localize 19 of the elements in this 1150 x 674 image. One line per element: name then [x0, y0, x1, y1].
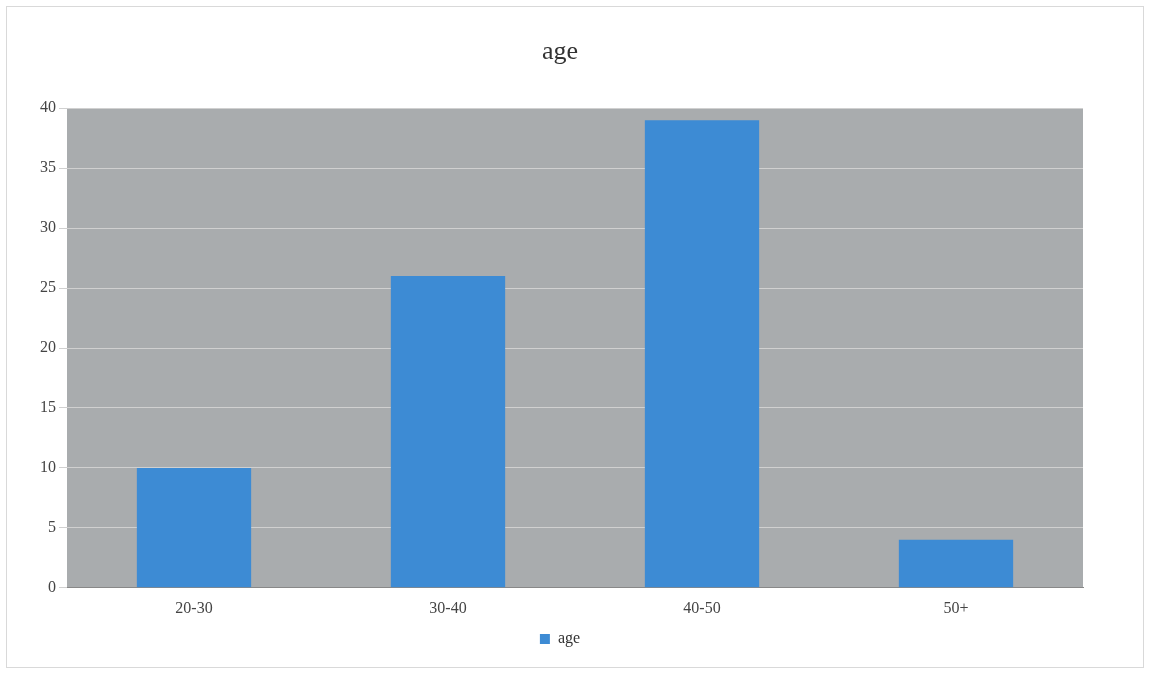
y-tick-label: 25 [40, 278, 56, 296]
y-tick-label: 20 [40, 338, 56, 356]
y-tick-label: 15 [40, 398, 56, 416]
y-tick-label: 10 [40, 458, 56, 476]
x-tick-label: 20-30 [175, 598, 213, 616]
x-tick-label: 30-40 [429, 598, 467, 616]
bar [390, 276, 506, 588]
bar [136, 467, 252, 588]
x-tick-label: 40-50 [683, 598, 721, 616]
y-tick-label: 5 [48, 518, 56, 536]
y-tick-label: 40 [40, 98, 56, 116]
y-tick-label: 0 [48, 578, 56, 595]
bar [898, 539, 1014, 588]
y-tick-label: 30 [40, 218, 56, 236]
bar [644, 120, 760, 588]
legend-label: age [557, 629, 581, 648]
y-tick-label: 35 [40, 158, 56, 176]
x-tick-label: 50+ [943, 598, 969, 616]
chart-title: age [541, 36, 579, 66]
